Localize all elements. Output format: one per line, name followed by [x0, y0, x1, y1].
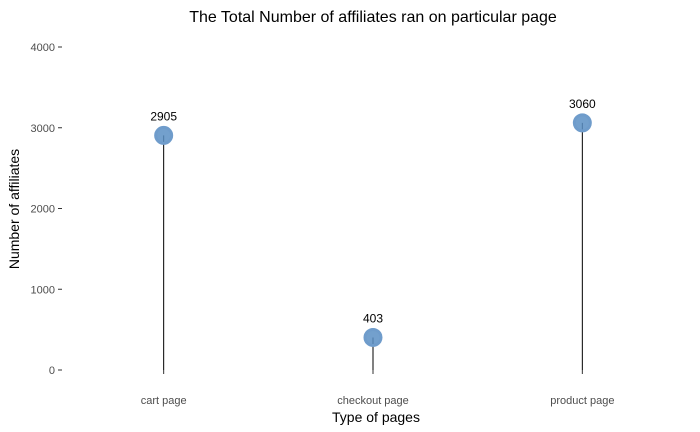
lollipop-point	[154, 125, 174, 145]
data-label: 3060	[569, 97, 596, 111]
x-tick-label: checkout page	[337, 395, 409, 407]
y-tick-label: 4000	[31, 42, 55, 54]
x-tick-label: product page	[550, 395, 614, 407]
y-tick-label: 1000	[31, 284, 55, 296]
data-series: 2905 403 3060	[150, 97, 596, 370]
lollipop-point	[363, 327, 383, 347]
y-axis-title: Number of affiliates	[6, 149, 22, 269]
y-tick-label: 3000	[31, 123, 55, 135]
x-tick-label: cart page	[141, 395, 187, 407]
data-label: 403	[363, 311, 383, 325]
x-axis-title: Type of pages	[332, 409, 420, 425]
data-label: 2905	[150, 109, 177, 123]
y-axis: 0 1000 2000 3000 4000	[31, 42, 62, 377]
x-axis: cart page checkout page product page	[141, 370, 614, 407]
y-tick-label: 0	[49, 365, 55, 377]
y-tick-label: 2000	[31, 204, 55, 216]
chart-title: The Total Number of affiliates ran on pa…	[189, 9, 557, 26]
lollipop-point	[572, 113, 592, 133]
